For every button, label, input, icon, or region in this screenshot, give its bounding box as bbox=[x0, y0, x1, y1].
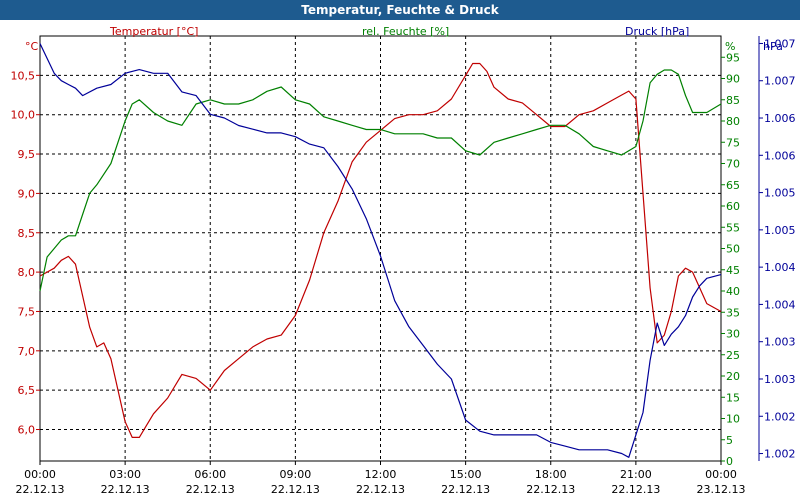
humidity-tick-label: 30 bbox=[726, 328, 740, 341]
humidity-tick-label: 90 bbox=[726, 73, 740, 86]
humidity-tick-label: 55 bbox=[726, 221, 740, 234]
pressure-tick-label: 1.006 bbox=[764, 112, 796, 125]
temp-tick-label: 6,0 bbox=[18, 424, 36, 437]
temp-tick-label: 10,0 bbox=[11, 109, 36, 122]
humidity-tick-label: 65 bbox=[726, 179, 740, 192]
humidity-tick-label: 25 bbox=[726, 349, 740, 362]
pressure-tick-label: 1.003 bbox=[764, 336, 796, 349]
x-tick-time-label: 12:00 bbox=[365, 468, 397, 481]
pressure-tick-label: 1.005 bbox=[764, 224, 796, 237]
humidity-tick-label: 45 bbox=[726, 264, 740, 277]
humidity-line bbox=[39, 69, 722, 292]
humidity-tick-label: 85 bbox=[726, 94, 740, 107]
temp-tick-label: 6,5 bbox=[18, 384, 36, 397]
pressure-tick-label: 1.007 bbox=[764, 37, 796, 50]
pressure-tick-label: 1.006 bbox=[764, 149, 796, 162]
pressure-tick-label: 1.002 bbox=[764, 448, 796, 461]
temp-tick-label: 8,5 bbox=[18, 227, 36, 240]
pressure-tick-label: 1.007 bbox=[764, 75, 796, 88]
chart-title: Temperatur, Feuchte & Druck bbox=[0, 0, 800, 20]
temp-tick-label: 8,0 bbox=[18, 266, 36, 279]
legend-temperature: Temperatur [°C] bbox=[109, 25, 198, 38]
x-tick-time-label: 00:00 bbox=[24, 468, 56, 481]
humidity-tick-label: 35 bbox=[726, 306, 740, 319]
temperature-line bbox=[39, 62, 722, 438]
x-tick-date-label: 22.12.13 bbox=[441, 483, 490, 496]
pressure-tick-label: 1.005 bbox=[764, 187, 796, 200]
time-axis: 00:00 22.12.13 03:00 22.12.13 06:00 22.12.13 0… bbox=[16, 461, 746, 496]
pressure-tick-label: 1.003 bbox=[764, 373, 796, 386]
pressure-tick-label: 1.002 bbox=[764, 410, 796, 423]
temp-tick-label: 7,0 bbox=[18, 345, 36, 358]
x-tick-date-label: 22.12.13 bbox=[16, 483, 65, 496]
pressure-axis-unit: hPa bbox=[763, 40, 783, 53]
x-tick-date-label: 22.12.13 bbox=[101, 483, 150, 496]
humidity-tick-label: 15 bbox=[726, 391, 740, 404]
temp-tick-label: 9,5 bbox=[18, 148, 36, 161]
humidity-axis-unit: % bbox=[725, 40, 735, 53]
x-tick-time-label: 18:00 bbox=[535, 468, 567, 481]
series-layer bbox=[39, 43, 722, 458]
pressure-tick-label: 1.004 bbox=[764, 298, 796, 311]
x-tick-time-label: 00:00 bbox=[705, 468, 737, 481]
humidity-tick-label: 60 bbox=[726, 200, 740, 213]
humidity-tick-label: 95 bbox=[726, 51, 740, 64]
temp-tick-label: 9,0 bbox=[18, 187, 36, 200]
temp-axis-unit: °C bbox=[25, 40, 39, 53]
x-tick-date-label: 22.12.13 bbox=[356, 483, 405, 496]
temp-tick-label: 10,5 bbox=[11, 69, 36, 82]
x-tick-time-label: 15:00 bbox=[450, 468, 482, 481]
x-tick-date-label: 22.12.13 bbox=[526, 483, 575, 496]
humidity-tick-label: 75 bbox=[726, 136, 740, 149]
x-tick-time-label: 03:00 bbox=[109, 468, 141, 481]
humidity-tick-label: 70 bbox=[726, 158, 740, 171]
temperature-axis: 6,0 6,5 7,0 7,5 8,0 8,5 9,0 9,5 10,0 10,5 bbox=[11, 69, 40, 437]
humidity-tick-label: 20 bbox=[726, 370, 740, 383]
pressure-axis: 1.002 1.002 1.003 1.003 1.004 1.004 1.005 1.005… bbox=[758, 36, 796, 461]
humidity-tick-label: 80 bbox=[726, 115, 740, 128]
x-tick-time-label: 06:00 bbox=[194, 468, 226, 481]
pressure-line bbox=[39, 43, 722, 458]
humidity-axis: 0 5 10 15 20 25 30 35 40 45 50 55 60 65 70 75 80 85 90 95 bbox=[721, 51, 740, 468]
x-tick-time-label: 09:00 bbox=[280, 468, 312, 481]
humidity-tick-label: 5 bbox=[726, 434, 733, 447]
x-tick-time-label: 21:00 bbox=[620, 468, 652, 481]
x-tick-date-label: 22.12.13 bbox=[271, 483, 320, 496]
x-tick-date-label: 22.12.13 bbox=[186, 483, 235, 496]
x-tick-date-label: 23.12.13 bbox=[697, 483, 746, 496]
temp-tick-label: 7,5 bbox=[18, 305, 36, 318]
humidity-tick-label: 0 bbox=[726, 455, 733, 468]
legend-pressure: Druck [hPa] bbox=[625, 25, 689, 38]
x-tick-date-label: 22.12.13 bbox=[611, 483, 660, 496]
humidity-tick-label: 50 bbox=[726, 243, 740, 256]
legend-humidity: rel. Feuchte [%] bbox=[362, 25, 449, 38]
pressure-tick-label: 1.004 bbox=[764, 261, 796, 274]
humidity-tick-label: 40 bbox=[726, 285, 740, 298]
humidity-tick-label: 10 bbox=[726, 413, 740, 426]
